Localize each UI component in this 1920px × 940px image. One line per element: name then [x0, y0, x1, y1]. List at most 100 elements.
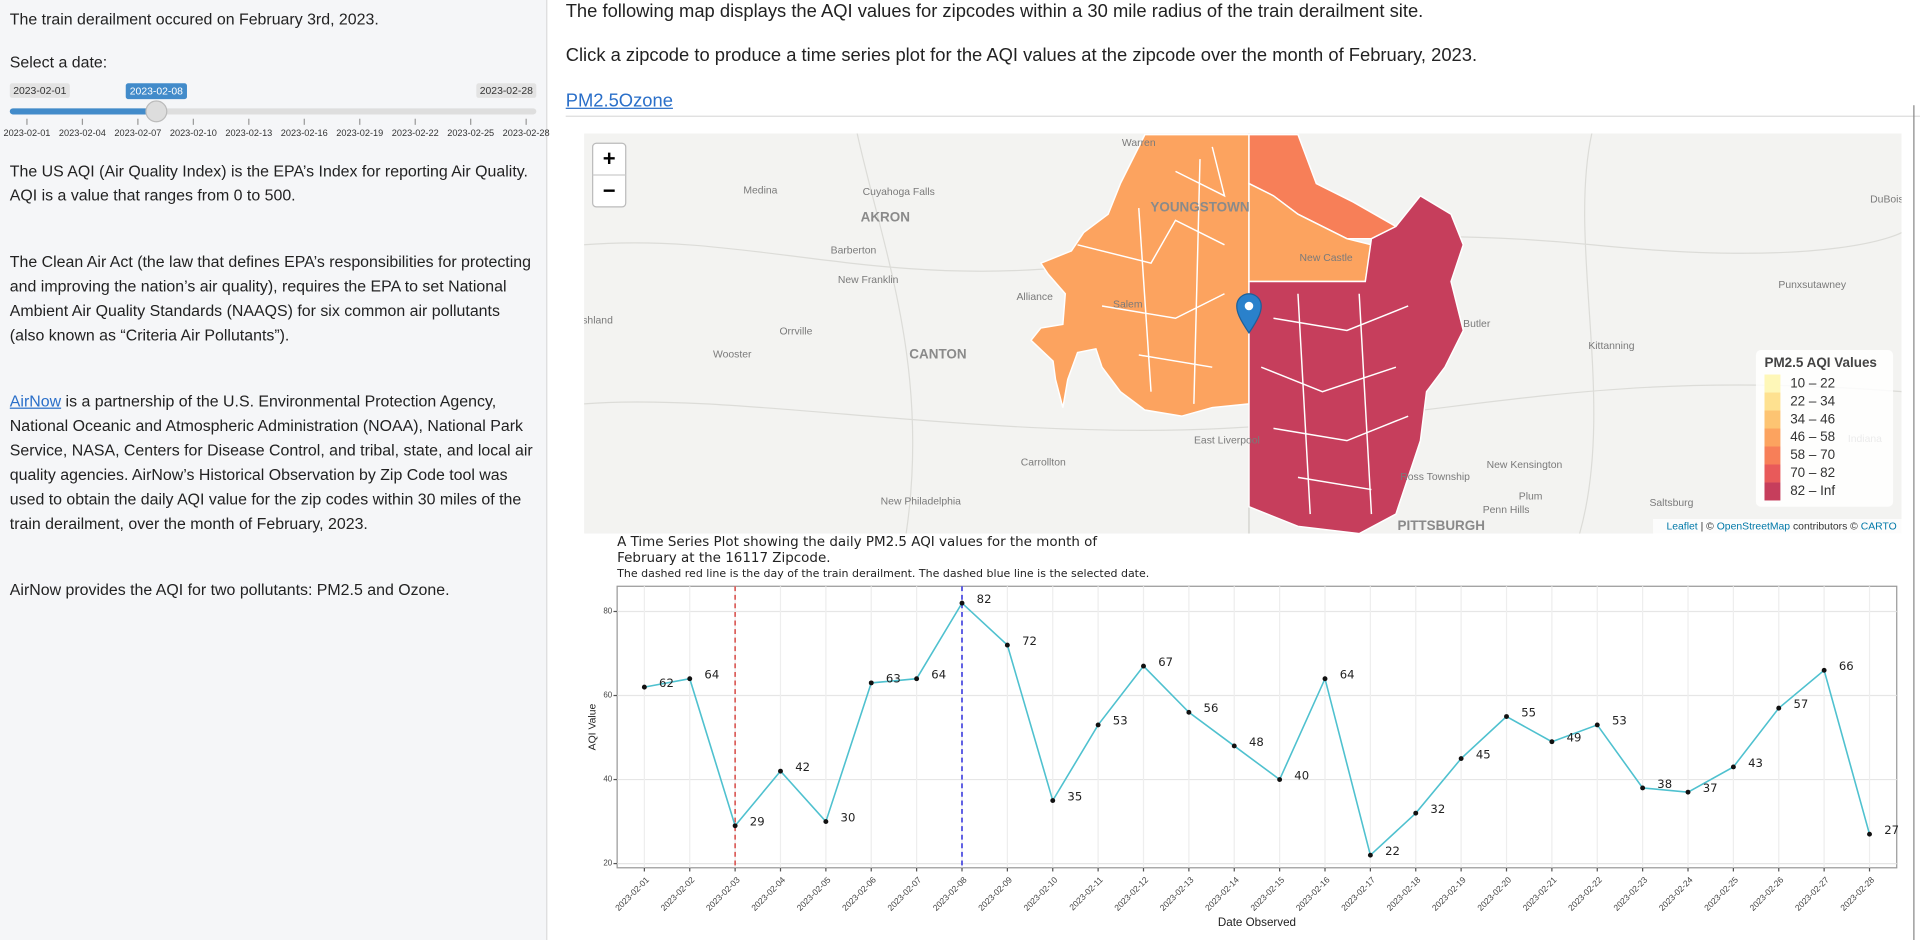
- tab[interactable]: Ozone: [618, 90, 673, 112]
- slider-tick-label: 2023-02-25: [447, 128, 494, 138]
- attribution-part: | ©: [1698, 521, 1717, 532]
- aqi-point: [1141, 663, 1146, 669]
- x-tick-label: 2023-02-28: [1838, 875, 1876, 913]
- description: The following map displays the AQI value…: [565, 1, 1424, 23]
- zipcode-areas[interactable]: [1030, 133, 1465, 534]
- place-label: DuBois: [1870, 194, 1904, 205]
- legend-swatch: [1764, 410, 1781, 429]
- zoom-out[interactable]: −: [603, 178, 616, 203]
- main-text: The following map displays the AQI value…: [566, 0, 1901, 88]
- x-tick-label: 2023-02-18: [1384, 875, 1422, 913]
- slider-fill: [9, 108, 157, 115]
- place-labels: Warren Medina Cuyahoga Falls AKRON Barberton…: [582, 138, 1904, 533]
- tabs: PM2.5Ozone: [566, 89, 673, 113]
- data-label: 67: [1158, 655, 1173, 669]
- aqi-point: [1367, 852, 1373, 858]
- x-tick-label: 2023-02-08: [931, 875, 969, 913]
- x-tick-label: 2023-02-15: [1248, 875, 1286, 913]
- slider-tick-label: 2023-02-19: [336, 128, 383, 138]
- map[interactable]: Warren Medina Cuyahoga Falls AKRON Barberton…: [582, 133, 1904, 534]
- aqi-point: [868, 680, 874, 686]
- data-label: 32: [1430, 802, 1445, 816]
- y-tick-label: 20: [603, 859, 612, 868]
- slider-label: Select a date:: [9, 52, 108, 71]
- slider-tick-label: 2023-02-10: [170, 128, 217, 138]
- aqi-point: [1095, 722, 1101, 728]
- place-label: shland: [582, 315, 613, 326]
- x-axis-label: Date Observed: [1218, 916, 1296, 929]
- x-tick-label: 2023-02-06: [840, 875, 878, 913]
- place-label: New Philadelphia: [881, 497, 962, 508]
- x-tick-label: 2023-02-19: [1430, 875, 1468, 913]
- aqi-point: [1776, 705, 1782, 711]
- place-label: Kittanning: [1588, 341, 1634, 352]
- x-tick-label: 2023-02-16: [1294, 875, 1332, 913]
- paragraph: AirNow provides the AQI for two pollutan…: [9, 580, 450, 599]
- place-label: Barberton: [831, 246, 877, 257]
- plot-panel: [616, 585, 1898, 869]
- marker-dot: [1244, 301, 1254, 311]
- slider-max-box: [476, 83, 537, 98]
- place-label: Saltsburg: [1649, 498, 1693, 509]
- legend-swatch: [1764, 428, 1781, 447]
- data-label: 27: [1884, 823, 1899, 837]
- y-axis-label: AQI Value: [587, 704, 598, 751]
- x-tick-label: 2023-02-25: [1702, 875, 1740, 913]
- x-tick-label: 2023-02-14: [1203, 875, 1241, 913]
- paragraph: The Clean Air Act (the law that defines …: [9, 252, 531, 344]
- zoom-in[interactable]: +: [603, 146, 616, 171]
- tab[interactable]: PM2.5: [565, 90, 619, 112]
- legend-swatch: [1764, 374, 1781, 393]
- attribution-box: [1653, 518, 1902, 534]
- data-label: 66: [1839, 659, 1854, 673]
- legend-label: 82 – Inf: [1790, 483, 1835, 498]
- x-tick-label: 2023-02-05: [795, 875, 833, 913]
- legend-swatch: [1764, 482, 1781, 501]
- x-tick-label: 2023-02-10: [1021, 875, 1059, 913]
- derailment-marker[interactable]: [1236, 293, 1262, 335]
- data-label: 49: [1567, 731, 1582, 745]
- attribution: Leaflet | © OpenStreetMap contributors ©…: [1666, 521, 1896, 532]
- x-tick-label: 2023-02-23: [1611, 875, 1649, 913]
- place-label: Ross Township: [1400, 472, 1470, 483]
- place-label: Plum: [1519, 492, 1543, 503]
- attribution-part: contributors ©: [1790, 521, 1861, 532]
- aqi-point: [1821, 667, 1827, 673]
- data-label: 37: [1703, 781, 1718, 795]
- slider-tick-label: 2023-02-13: [225, 128, 272, 138]
- x-tick-label: 2023-02-17: [1339, 875, 1377, 913]
- aqi-point: [1867, 831, 1872, 837]
- place-label: East Liverpool: [1194, 435, 1260, 446]
- aqi-point: [1504, 714, 1509, 719]
- legend-label: 58 – 70: [1790, 447, 1835, 462]
- slider-tick-label: 2023-02-22: [392, 128, 439, 138]
- date-slider[interactable]: 2023-02-01 2023-02-28 2023-02-08 2023-02-01…: [3, 83, 550, 138]
- paragraph-text: is a partnership of the U.S. Environment…: [9, 391, 533, 533]
- legend-label: 34 – 46: [1790, 411, 1835, 426]
- slider-handle: [145, 100, 168, 123]
- data-label: 45: [1476, 747, 1491, 761]
- place-label: AKRON: [861, 209, 910, 224]
- slider-value: 2023-02-08: [130, 87, 183, 98]
- aqi-point: [823, 819, 829, 825]
- aqi-point: [914, 676, 920, 682]
- data-label: 48: [1249, 735, 1264, 749]
- aqi-point: [1186, 709, 1192, 715]
- x-tick-label: 2023-02-12: [1112, 875, 1150, 913]
- aqi-point: [1050, 798, 1056, 804]
- place-label: New Castle: [1300, 253, 1353, 264]
- data-label: 40: [1294, 768, 1309, 782]
- data-label: 57: [1793, 697, 1808, 711]
- x-tick-label: 2023-02-22: [1566, 875, 1604, 913]
- x-tick-label: 2023-02-21: [1521, 875, 1559, 913]
- slider-tick-label: 2023-02-04: [59, 128, 106, 138]
- x-tick-label: 2023-02-01: [613, 875, 651, 913]
- aqi-point: [1458, 756, 1464, 761]
- data-label: 38: [1657, 777, 1672, 791]
- place-label: Penn Hills: [1483, 505, 1530, 516]
- sidebar-text: The train derailment occured on February…: [10, 7, 539, 74]
- airnow-link[interactable]: AirNow: [9, 391, 62, 411]
- data-label: 35: [1067, 789, 1082, 803]
